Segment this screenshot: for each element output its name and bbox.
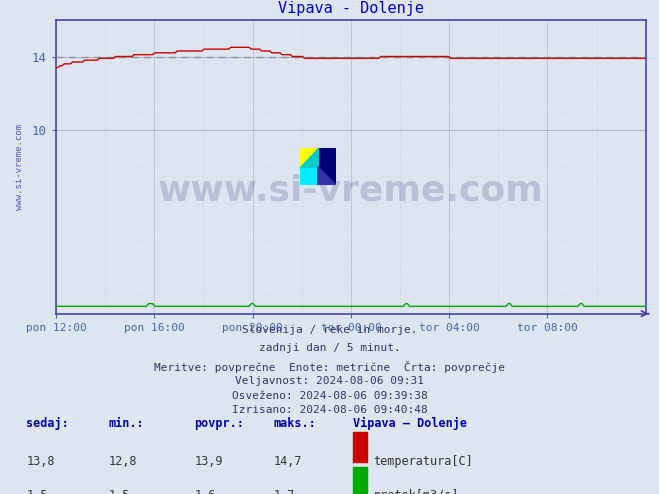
Bar	[353, 432, 367, 462]
Text: www.si-vreme.com: www.si-vreme.com	[158, 173, 544, 207]
Text: temperatura[C]: temperatura[C]	[374, 454, 473, 468]
Text: 1,5: 1,5	[109, 489, 130, 494]
Text: 13,8: 13,8	[26, 454, 55, 468]
Bar	[300, 148, 318, 167]
Text: pretok[m3/s]: pretok[m3/s]	[374, 489, 459, 494]
Bar	[353, 467, 367, 494]
Text: povpr.:: povpr.:	[194, 417, 244, 430]
Text: min.:: min.:	[109, 417, 144, 430]
Text: Meritve: povprečne  Enote: metrične  Črta: povprečje: Meritve: povprečne Enote: metrične Črta:…	[154, 361, 505, 372]
Text: 1,5: 1,5	[26, 489, 47, 494]
Text: 14,7: 14,7	[273, 454, 302, 468]
Text: Izrisano: 2024-08-06 09:40:48: Izrisano: 2024-08-06 09:40:48	[231, 405, 428, 415]
Text: Slovenija / reke in morje.: Slovenija / reke in morje.	[242, 325, 417, 335]
Bar	[300, 167, 318, 185]
Text: Vipava – Dolenje: Vipava – Dolenje	[353, 417, 467, 430]
Polygon shape	[318, 167, 336, 185]
Text: sedaj:: sedaj:	[26, 417, 69, 430]
Text: 1,7: 1,7	[273, 489, 295, 494]
Bar	[318, 148, 336, 185]
Text: 13,9: 13,9	[194, 454, 223, 468]
Text: 1,6: 1,6	[194, 489, 215, 494]
Text: maks.:: maks.:	[273, 417, 316, 430]
Text: Veljavnost: 2024-08-06 09:31: Veljavnost: 2024-08-06 09:31	[235, 376, 424, 386]
Title: Vipava - Dolenje: Vipava - Dolenje	[278, 1, 424, 16]
Text: Osveženo: 2024-08-06 09:39:38: Osveženo: 2024-08-06 09:39:38	[231, 391, 428, 401]
Polygon shape	[300, 148, 318, 167]
Text: www.si-vreme.com: www.si-vreme.com	[15, 124, 24, 210]
Text: zadnji dan / 5 minut.: zadnji dan / 5 minut.	[258, 343, 401, 353]
Text: 12,8: 12,8	[109, 454, 137, 468]
